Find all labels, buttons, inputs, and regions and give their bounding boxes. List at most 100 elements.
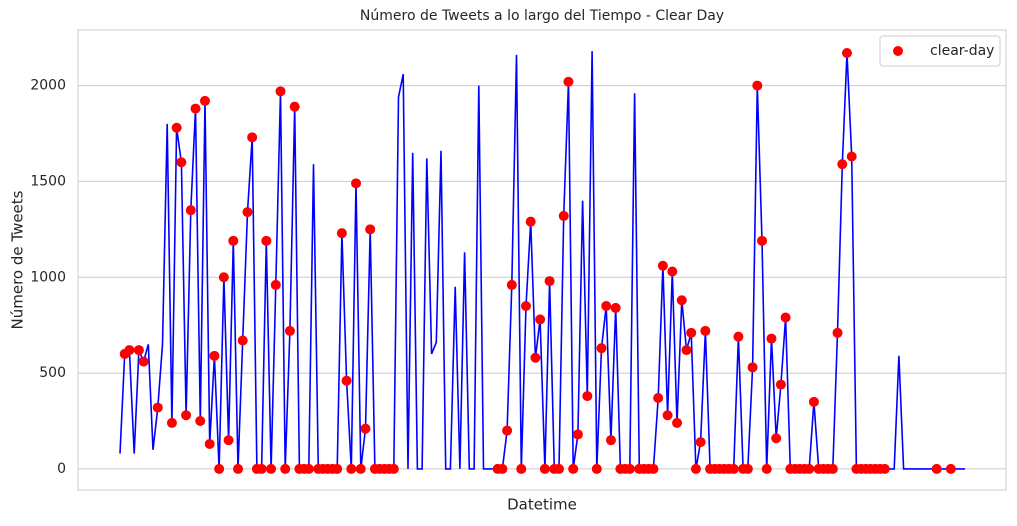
point: [539, 463, 550, 474]
y-tick-label: 1000: [30, 269, 66, 285]
point: [223, 435, 234, 446]
point: [138, 356, 149, 367]
point: [124, 345, 135, 356]
point: [544, 276, 555, 287]
point: [275, 86, 286, 97]
point: [648, 463, 659, 474]
y-axis-label: Número de Tweets: [9, 190, 27, 329]
point: [596, 343, 607, 354]
point: [931, 463, 942, 474]
point: [672, 417, 683, 428]
point: [733, 331, 744, 342]
legend-box: [879, 35, 1001, 67]
point: [209, 350, 220, 361]
point: [752, 80, 763, 91]
point: [657, 260, 668, 271]
point: [502, 425, 513, 436]
plot-frame: [77, 29, 1007, 491]
point: [841, 48, 852, 58]
point: [827, 463, 838, 474]
point: [228, 235, 239, 246]
point: [846, 151, 857, 162]
point: [341, 375, 352, 386]
point: [280, 463, 291, 474]
point: [662, 410, 673, 421]
point: [563, 76, 574, 87]
point: [535, 314, 546, 325]
point: [591, 463, 602, 474]
point: [582, 391, 593, 402]
point: [303, 463, 314, 474]
point: [780, 312, 791, 323]
point: [681, 345, 692, 356]
point: [185, 205, 196, 216]
point: [771, 433, 782, 444]
chart-title: Número de Tweets a lo largo del Tiempo -…: [360, 8, 724, 24]
point: [653, 393, 664, 403]
point: [195, 416, 206, 426]
point: [837, 159, 848, 170]
y-tick-label: 500: [39, 365, 66, 381]
point: [747, 362, 758, 373]
point: [346, 463, 357, 474]
point: [152, 402, 163, 413]
point: [266, 463, 277, 474]
point: [728, 463, 739, 474]
point: [667, 266, 678, 277]
line: [119, 51, 965, 470]
point: [742, 463, 753, 474]
point: [181, 410, 192, 421]
point: [176, 157, 187, 168]
point: [520, 301, 531, 311]
point: [256, 463, 267, 474]
point: [624, 463, 635, 474]
point: [360, 423, 371, 434]
y-tick-label: 1500: [30, 173, 66, 189]
point: [695, 437, 706, 448]
point: [554, 463, 565, 474]
point: [284, 325, 295, 336]
point: [388, 463, 399, 474]
point: [190, 103, 201, 114]
point: [365, 224, 376, 235]
point: [204, 439, 215, 449]
point: [237, 335, 248, 346]
point: [166, 417, 177, 428]
point: [199, 95, 210, 106]
point: [808, 396, 819, 407]
point: [804, 463, 815, 474]
x-axis-label: Datetime: [507, 496, 577, 514]
point: [601, 301, 612, 311]
legend-label: clear-day: [930, 43, 994, 59]
point: [261, 235, 272, 246]
point: [336, 228, 347, 239]
point: [171, 122, 182, 133]
point: [270, 279, 281, 290]
point: [686, 327, 697, 338]
y-tick-label: 0: [57, 461, 66, 477]
point: [242, 207, 253, 218]
point: [766, 333, 777, 344]
point: [700, 325, 711, 336]
point: [214, 463, 225, 474]
point: [351, 178, 362, 189]
point: [690, 463, 701, 474]
point: [289, 101, 300, 112]
point: [676, 295, 687, 306]
point: [233, 463, 244, 474]
point: [506, 279, 517, 290]
point: [605, 435, 616, 446]
point: [610, 302, 621, 313]
point: [775, 379, 786, 390]
y-tick-label: 2000: [30, 78, 66, 94]
point: [218, 272, 229, 283]
point: [530, 352, 541, 363]
point: [879, 463, 890, 474]
point: [355, 463, 366, 474]
point: [525, 216, 536, 227]
legend-marker: [893, 46, 903, 56]
point: [247, 132, 258, 143]
point: [558, 210, 569, 221]
point: [516, 463, 527, 474]
